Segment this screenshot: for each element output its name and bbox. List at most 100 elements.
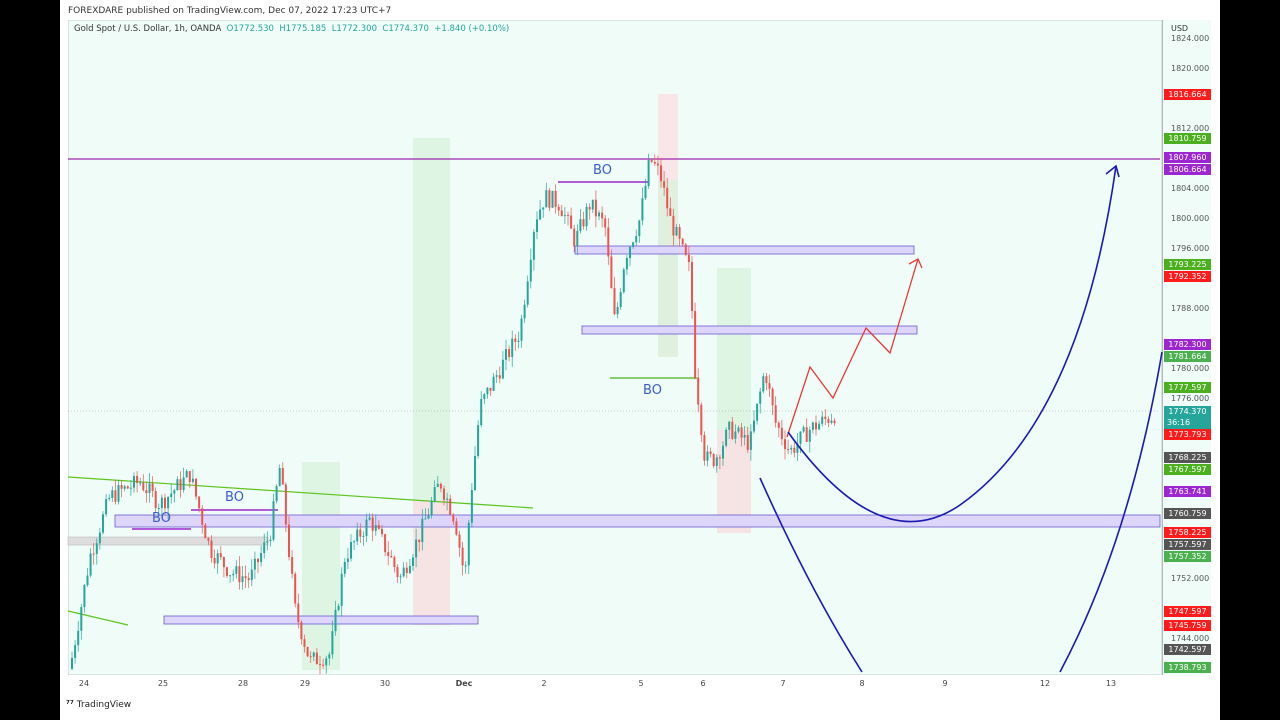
price-tick: 1796.000 bbox=[1171, 244, 1210, 253]
price-tick: 1744.000 bbox=[1171, 634, 1210, 643]
candle-body bbox=[687, 254, 690, 263]
candle-body bbox=[625, 257, 628, 270]
candle-body bbox=[641, 198, 644, 221]
candle-body bbox=[340, 573, 343, 606]
candle-body bbox=[762, 376, 765, 392]
tradingview-logo: ⁷⁷ TradingView bbox=[66, 700, 131, 710]
candle-body bbox=[753, 420, 755, 432]
candle-body bbox=[322, 664, 325, 666]
projection-path bbox=[786, 258, 919, 438]
candle-body bbox=[399, 576, 402, 578]
price-tick: 1812.000 bbox=[1171, 124, 1210, 133]
candle-body bbox=[532, 231, 535, 260]
candle-body bbox=[480, 398, 483, 426]
candle-body bbox=[715, 457, 718, 467]
candle-body bbox=[824, 416, 827, 420]
candle-body bbox=[505, 349, 507, 360]
candle-body bbox=[331, 631, 334, 655]
price-label: 1763.741 bbox=[1164, 486, 1211, 497]
candle-body bbox=[508, 349, 511, 358]
candle-body bbox=[92, 553, 95, 555]
date-tick: 12 bbox=[1039, 679, 1051, 688]
date-tick: 13 bbox=[1105, 679, 1117, 688]
candle-body bbox=[176, 479, 179, 491]
candle-body bbox=[195, 478, 197, 497]
price-label: 1742.597 bbox=[1164, 644, 1211, 655]
price-label: 1758.225 bbox=[1164, 527, 1211, 538]
candle-body bbox=[111, 490, 114, 499]
time-axis[interactable]: 24 25 28 29 30 Dec 2 5 6 7 8 9 12 13 bbox=[68, 675, 1162, 695]
candle-body bbox=[722, 445, 724, 459]
date-tick: 5 bbox=[638, 679, 644, 688]
candle-body bbox=[102, 514, 104, 533]
candle-body bbox=[749, 431, 752, 450]
candle-body bbox=[325, 658, 328, 666]
candle-body bbox=[337, 605, 340, 610]
candle-body bbox=[412, 557, 414, 567]
price-label: 1810.759 bbox=[1164, 133, 1211, 144]
candle-body bbox=[297, 603, 300, 623]
candle-body bbox=[545, 190, 548, 208]
candle-body bbox=[607, 227, 610, 257]
bo-annotation: BO bbox=[152, 511, 171, 526]
candle-body bbox=[173, 490, 176, 494]
candle-body bbox=[275, 486, 278, 502]
price-label: 1757.352 bbox=[1164, 551, 1211, 562]
chart-pane[interactable] bbox=[68, 20, 1162, 675]
candle-body bbox=[182, 477, 185, 490]
candle-body bbox=[105, 499, 108, 515]
price-label: 1760.759 bbox=[1164, 508, 1211, 519]
candle-body bbox=[309, 656, 312, 658]
candle-body bbox=[284, 484, 287, 525]
candle-body bbox=[281, 468, 284, 485]
candle-body bbox=[377, 525, 380, 529]
candle-body bbox=[539, 209, 542, 220]
candle-body bbox=[393, 557, 396, 568]
ohlc-high: H1775.185 bbox=[279, 24, 327, 34]
logo-icon: ⁷⁷ bbox=[66, 700, 74, 710]
candle-body bbox=[402, 567, 405, 577]
candle-body bbox=[126, 486, 129, 489]
candle-body bbox=[291, 557, 294, 574]
candle-body bbox=[598, 212, 600, 217]
candle-body bbox=[83, 585, 86, 608]
candle-body bbox=[201, 508, 204, 525]
candle-body bbox=[303, 639, 306, 647]
candle-body bbox=[151, 483, 154, 492]
candle-body bbox=[136, 475, 139, 484]
bo-annotation: BO bbox=[225, 490, 244, 505]
candle-body bbox=[697, 377, 700, 405]
candle-body bbox=[114, 490, 117, 502]
candle-body bbox=[821, 416, 824, 424]
price-tick: 1824.000 bbox=[1171, 34, 1210, 43]
candle-body bbox=[551, 190, 554, 208]
candle-body bbox=[629, 247, 631, 258]
candle-body bbox=[272, 501, 275, 540]
bar-countdown: 36:16 bbox=[1167, 418, 1191, 427]
candle-body bbox=[433, 486, 436, 502]
price-label: 1793.225 bbox=[1164, 259, 1211, 270]
candle-body bbox=[408, 566, 411, 574]
candle-body bbox=[833, 420, 836, 424]
candle-body bbox=[570, 215, 573, 229]
candle-body bbox=[619, 292, 622, 308]
candle-body bbox=[430, 501, 433, 516]
candle-body bbox=[660, 165, 662, 182]
date-tick: 6 bbox=[700, 679, 706, 688]
candle-body bbox=[167, 497, 170, 509]
price-axis[interactable]: USD 1824.000 1820.000 1812.000 1804.000 1800… bbox=[1162, 20, 1211, 675]
trendline bbox=[67, 610, 129, 626]
candle-body bbox=[210, 540, 213, 559]
zone-rectangle bbox=[581, 325, 918, 335]
candle-body bbox=[808, 429, 811, 442]
price-label: 1745.759 bbox=[1164, 620, 1211, 631]
candle-body bbox=[439, 483, 442, 489]
candle-body bbox=[601, 212, 604, 219]
candle-body bbox=[529, 259, 532, 282]
candle-body bbox=[244, 576, 247, 579]
candle-body bbox=[164, 497, 166, 509]
candle-body bbox=[421, 518, 424, 543]
candle-body bbox=[74, 645, 77, 658]
price-label: 1777.597 bbox=[1164, 382, 1211, 393]
candle-body bbox=[415, 539, 418, 558]
